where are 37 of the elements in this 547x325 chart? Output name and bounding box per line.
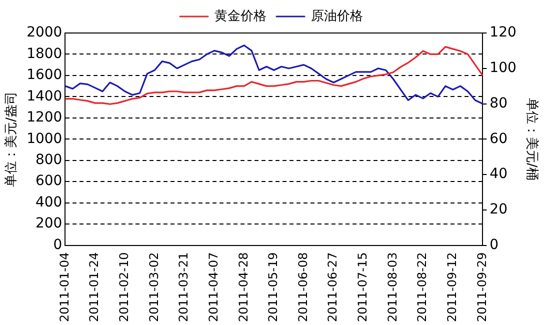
y-tick-label: 800	[35, 152, 62, 168]
x-tick-label: 2011-01-24	[87, 252, 102, 322]
y-tick-label: 1200	[26, 110, 62, 126]
x-tick-label: 2011-08-22	[415, 252, 430, 322]
y-tick-label: 1400	[26, 88, 62, 104]
y2-tick-label: 80	[490, 95, 508, 112]
y-tick-label: 1600	[26, 67, 62, 84]
y-tick-label: 0	[53, 236, 62, 253]
legend-label: 原油价格	[311, 8, 363, 24]
x-tick-label: 2011-01-04	[57, 252, 72, 322]
y2-tick-label: 60	[490, 130, 508, 147]
x-tick-label: 2011-05-19	[266, 252, 280, 322]
y-tick-label: 200	[35, 216, 62, 232]
y2-axis-title: 单位：美元/桶	[524, 98, 540, 180]
y-tick-label: 2000	[26, 24, 62, 41]
x-tick-label: 2011-09-29	[474, 252, 489, 322]
y2-tick-label: 100	[490, 60, 516, 76]
x-tick-label: 2011-08-03	[385, 252, 400, 322]
y-tick-label: 1000	[26, 130, 62, 147]
x-tick-label: 2011-04-28	[236, 252, 250, 322]
x-tick-label: 2011-03-21	[176, 252, 191, 322]
x-tick-label: 2011-03-02	[146, 252, 161, 322]
x-tick-label: 2011-02-10	[116, 252, 131, 322]
y-tick-label: 1800	[26, 46, 62, 62]
y-axis-title: 单位：美元/盎司	[3, 91, 20, 187]
y2-tick-label: 120	[490, 24, 516, 41]
x-tick-label: 2011-06-08	[296, 252, 310, 322]
x-tick-label: 2011-04-07	[206, 252, 220, 322]
y2-tick-label: 40	[490, 166, 508, 182]
x-tick-label: 2011-06-27	[326, 252, 340, 322]
x-tick-label: 2011-09-12	[444, 252, 459, 322]
y2-tick-label: 0	[490, 236, 499, 253]
legend-label: 黄金价格	[214, 8, 266, 24]
x-tick-label: 2011-07-15	[356, 252, 370, 322]
y2-tick-label: 20	[490, 202, 508, 218]
y-tick-label: 400	[35, 194, 62, 210]
y-tick-label: 600	[35, 173, 62, 190]
